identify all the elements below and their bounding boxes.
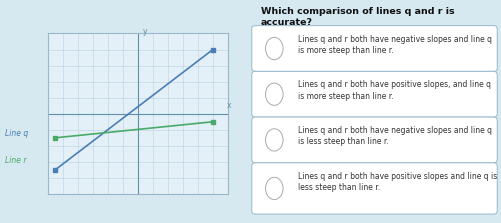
FancyBboxPatch shape <box>252 26 497 71</box>
Text: x: x <box>227 101 231 110</box>
Ellipse shape <box>266 129 283 151</box>
Text: y: y <box>143 27 147 36</box>
Ellipse shape <box>266 83 283 105</box>
Text: Lines q and r both have negative slopes and line q
is less steep than line r.: Lines q and r both have negative slopes … <box>298 126 492 147</box>
Text: Lines q and r both have positive slopes, and line q
is more steep than line r.: Lines q and r both have positive slopes,… <box>298 80 491 101</box>
Ellipse shape <box>266 37 283 60</box>
FancyBboxPatch shape <box>252 117 497 163</box>
Text: Which comparison of lines q and r is
accurate?: Which comparison of lines q and r is acc… <box>261 7 454 27</box>
Text: Line q: Line q <box>5 129 28 138</box>
Ellipse shape <box>266 177 283 200</box>
Text: Lines q and r both have positive slopes and line q is
less steep than line r.: Lines q and r both have positive slopes … <box>298 172 497 192</box>
Text: Lines q and r both have negative slopes and line q
is more steep than line r.: Lines q and r both have negative slopes … <box>298 35 492 55</box>
FancyBboxPatch shape <box>252 71 497 117</box>
Text: Line r: Line r <box>5 156 27 165</box>
FancyBboxPatch shape <box>252 163 497 214</box>
